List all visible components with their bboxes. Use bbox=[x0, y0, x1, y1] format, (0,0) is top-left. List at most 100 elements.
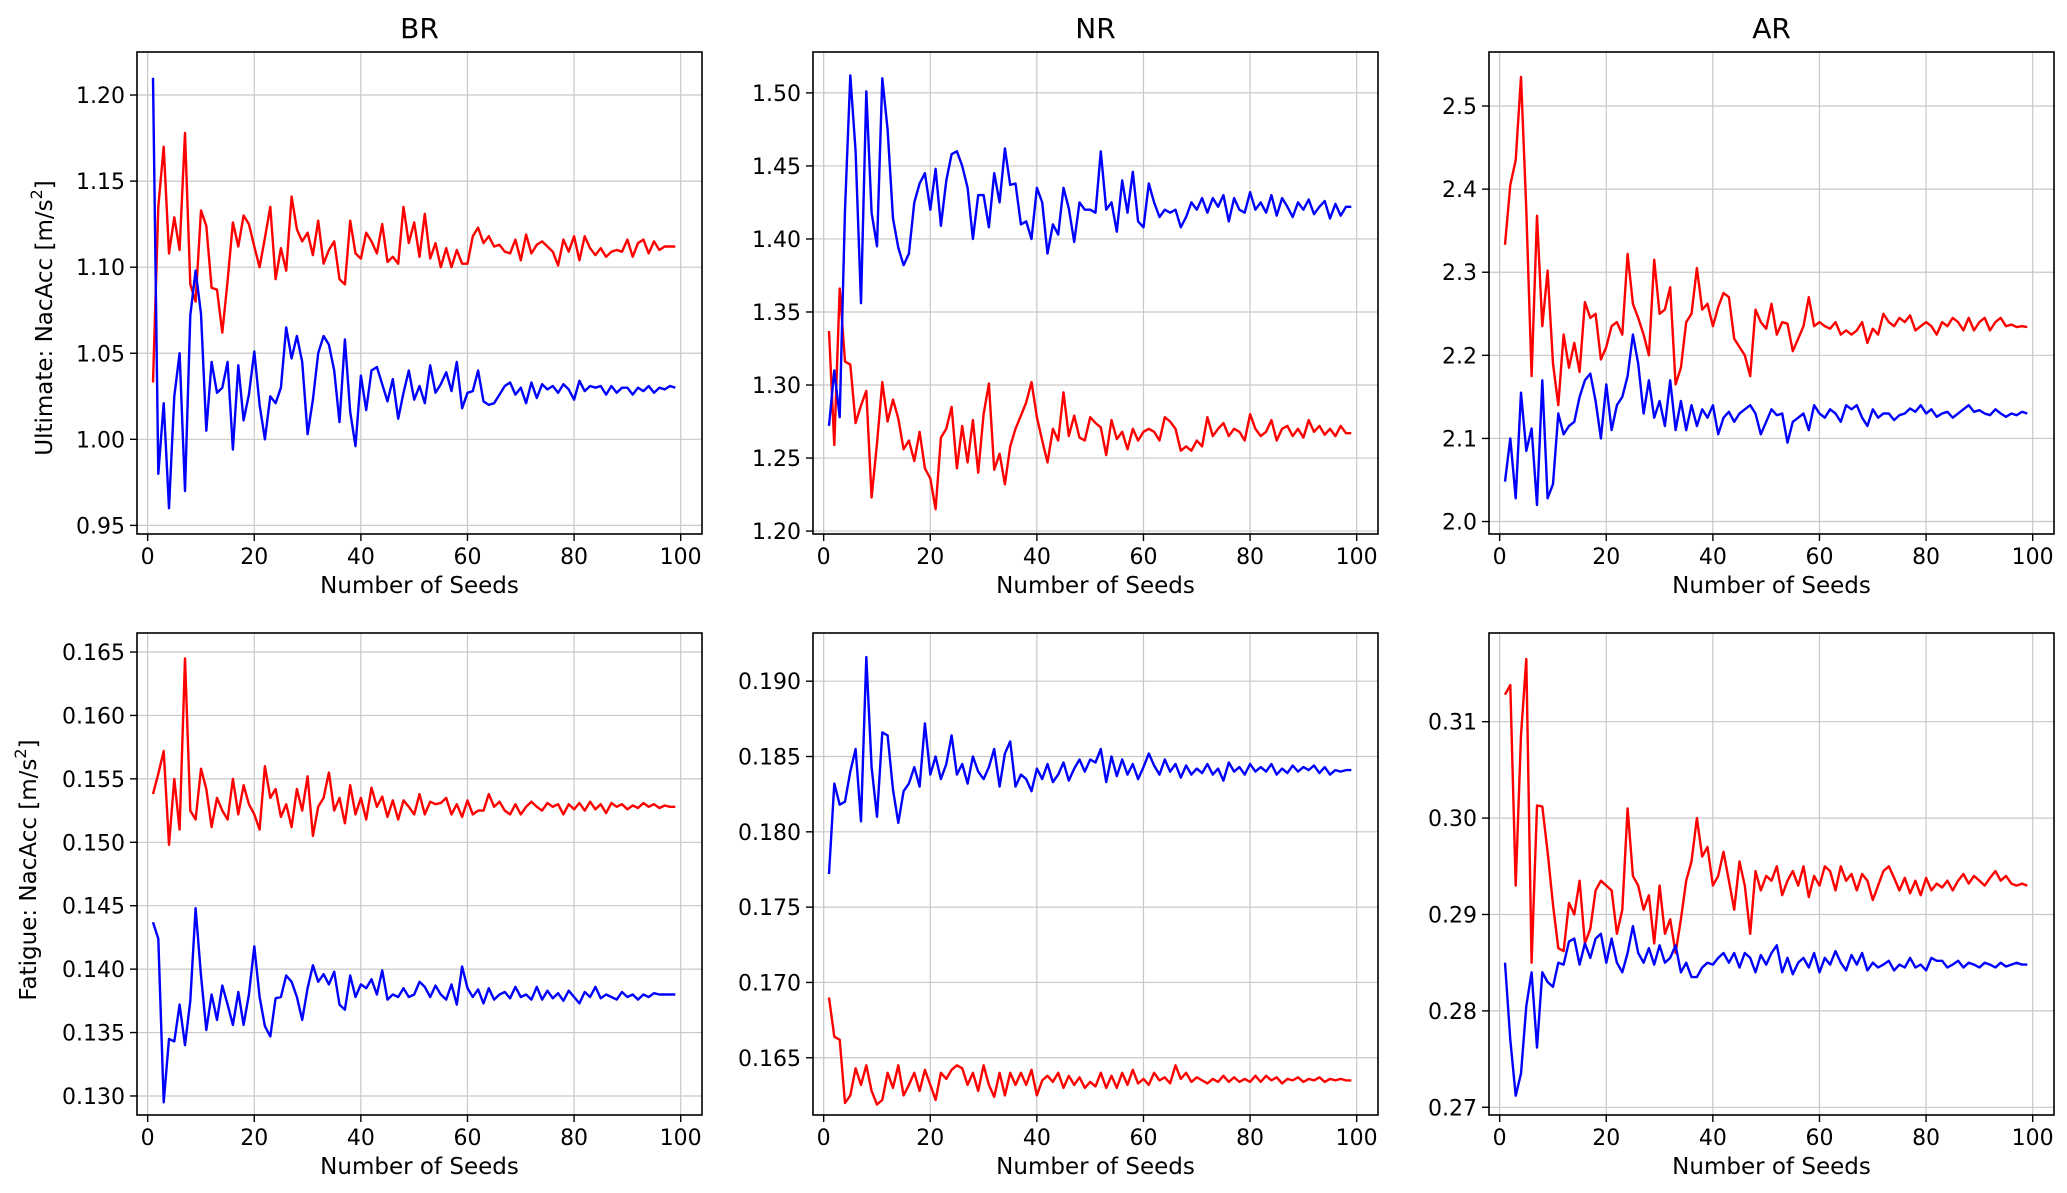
y-tick-label: 0.190 bbox=[738, 670, 801, 695]
x-axis-label: Number of Seeds bbox=[996, 1154, 1195, 1180]
x-tick-label: 100 bbox=[2012, 1126, 2054, 1151]
plot-frame bbox=[136, 632, 703, 1116]
red-series-line bbox=[151, 131, 676, 383]
x-tick-label: 0 bbox=[141, 1126, 155, 1151]
y-tick-label: 1.40 bbox=[752, 228, 801, 253]
x-tick-label: 0 bbox=[817, 1126, 831, 1151]
y-tick-label: 1.45 bbox=[752, 155, 801, 180]
y-tick-label: 0.170 bbox=[738, 971, 801, 996]
x-tick-label: 40 bbox=[1023, 1126, 1051, 1151]
x-tick-label: 80 bbox=[1236, 1126, 1264, 1151]
x-axis-label: Number of Seeds bbox=[1672, 1154, 1871, 1180]
subplot-3: 0 20 40 60 80 100 2.0 2.1 2.2 2.3 2.4 2.5 Number of … bbox=[1442, 12, 2055, 599]
x-tick-label: 100 bbox=[660, 1126, 702, 1151]
x-tick-label: 0 bbox=[1493, 545, 1507, 570]
y-tick-label: 1.00 bbox=[76, 428, 125, 453]
x-tick-label: 80 bbox=[1236, 545, 1264, 570]
plot-frame bbox=[812, 632, 1379, 1116]
subplot-1: 0 20 40 60 80 100 0.95 1.00 1.05 1.10 1.15 1.20 Numb… bbox=[76, 12, 703, 599]
red-series-line bbox=[1503, 657, 2028, 964]
blue-series-line bbox=[1503, 924, 2028, 1097]
y-tick-label: 0.185 bbox=[738, 746, 801, 771]
red-series-line bbox=[827, 287, 1352, 511]
x-tick-label: 20 bbox=[240, 545, 268, 570]
x-tick-label: 40 bbox=[347, 545, 375, 570]
x-tick-label: 40 bbox=[1023, 545, 1051, 570]
red-series-line bbox=[827, 997, 1352, 1106]
y-tick-label: 2.4 bbox=[1442, 178, 1477, 203]
plot-frame bbox=[136, 51, 703, 535]
x-tick-label: 100 bbox=[1336, 1126, 1378, 1151]
y-tick-label: 2.1 bbox=[1442, 427, 1477, 452]
x-tick-label: 80 bbox=[1912, 545, 1940, 570]
x-tick-label: 100 bbox=[660, 545, 702, 570]
blue-series-line bbox=[827, 655, 1352, 875]
x-tick-label: 100 bbox=[1336, 545, 1378, 570]
x-tick-label: 80 bbox=[1912, 1126, 1940, 1151]
y-tick-label: 0.165 bbox=[738, 1047, 801, 1072]
y-tick-label: 1.25 bbox=[752, 447, 801, 472]
x-tick-label: 20 bbox=[916, 545, 944, 570]
y-tick-label: 1.50 bbox=[752, 82, 801, 107]
x-axis-label: Number of Seeds bbox=[320, 1154, 519, 1180]
y-tick-label: 0.130 bbox=[62, 1085, 125, 1110]
y-tick-label: 0.29 bbox=[1428, 903, 1477, 928]
x-tick-label: 20 bbox=[1592, 545, 1620, 570]
x-tick-label: 80 bbox=[560, 1126, 588, 1151]
plot-frame bbox=[1488, 51, 2055, 535]
y-tick-label: 1.20 bbox=[76, 84, 125, 109]
x-axis-label: Number of Seeds bbox=[996, 573, 1195, 599]
x-axis-label: Number of Seeds bbox=[320, 573, 519, 599]
x-tick-label: 60 bbox=[1805, 545, 1833, 570]
y-tick-label: 1.10 bbox=[76, 256, 125, 281]
x-tick-label: 0 bbox=[817, 545, 831, 570]
subplot-title: AR bbox=[1752, 12, 1791, 45]
subplot-5: 0 20 40 60 80 100 0.165 0.170 0.175 0.180 0.185 0.1… bbox=[738, 632, 1379, 1180]
y-tick-label: 0.140 bbox=[62, 958, 125, 983]
x-tick-label: 40 bbox=[1699, 545, 1727, 570]
x-tick-label: 40 bbox=[347, 1126, 375, 1151]
blue-series-line bbox=[1503, 333, 2028, 507]
x-tick-label: 0 bbox=[1493, 1126, 1507, 1151]
y-tick-label: 1.05 bbox=[76, 342, 125, 367]
x-tick-label: 60 bbox=[1129, 1126, 1157, 1151]
y-tick-label: 2.2 bbox=[1442, 344, 1477, 369]
x-tick-label: 60 bbox=[1805, 1126, 1833, 1151]
x-tick-label: 60 bbox=[453, 545, 481, 570]
y-tick-label: 0.155 bbox=[62, 768, 125, 793]
blue-series-line bbox=[151, 907, 676, 1104]
y-tick-label: 0.95 bbox=[76, 514, 125, 539]
subplot-title: NR bbox=[1075, 12, 1115, 45]
y-tick-label: 2.0 bbox=[1442, 511, 1477, 536]
y-tick-label: 1.30 bbox=[752, 374, 801, 399]
row-label-fatigue: Fatigue: NacAcc [m/s2] bbox=[11, 739, 42, 1000]
x-tick-label: 20 bbox=[1592, 1126, 1620, 1151]
y-tick-label: 2.5 bbox=[1442, 95, 1477, 120]
y-tick-label: 0.180 bbox=[738, 821, 801, 846]
x-tick-label: 60 bbox=[1129, 545, 1157, 570]
blue-series-line bbox=[827, 74, 1352, 427]
plot-frame bbox=[812, 51, 1379, 535]
x-tick-label: 20 bbox=[240, 1126, 268, 1151]
row-label-ultimate: Ultimate: NacAcc [m/s2] bbox=[27, 180, 58, 456]
y-tick-label: 0.150 bbox=[62, 831, 125, 856]
red-series-line bbox=[151, 657, 676, 846]
y-tick-label: 0.27 bbox=[1428, 1096, 1477, 1121]
y-tick-label: 1.15 bbox=[76, 170, 125, 195]
y-tick-label: 0.160 bbox=[62, 704, 125, 729]
subplot-6: 0 20 40 60 80 100 0.27 0.28 0.29 0.30 0.31 Number o… bbox=[1428, 632, 2055, 1180]
subplot-4: 0 20 40 60 80 100 0.130 0.135 0.140 0.145 0.150 0.1… bbox=[62, 632, 703, 1180]
x-tick-label: 100 bbox=[2012, 545, 2054, 570]
y-tick-label: 0.28 bbox=[1428, 1000, 1477, 1025]
y-tick-label: 1.35 bbox=[752, 301, 801, 326]
x-tick-label: 20 bbox=[916, 1126, 944, 1151]
plot-frame bbox=[1488, 632, 2055, 1116]
y-tick-label: 1.20 bbox=[752, 520, 801, 545]
y-tick-label: 0.145 bbox=[62, 895, 125, 920]
x-axis-label: Number of Seeds bbox=[1672, 573, 1871, 599]
red-series-line bbox=[1503, 75, 2028, 407]
y-tick-label: 0.175 bbox=[738, 896, 801, 921]
x-tick-label: 80 bbox=[560, 545, 588, 570]
subplot-2: 0 20 40 60 80 100 1.20 1.25 1.30 1.35 1.40 1.45 1.50… bbox=[752, 12, 1379, 599]
